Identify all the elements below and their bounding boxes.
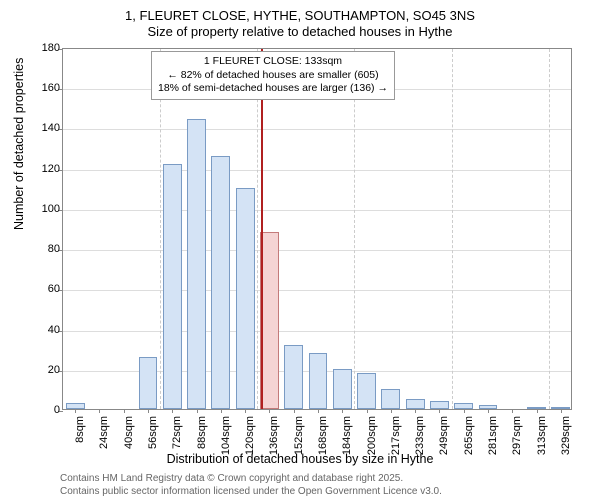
x-tick-mark: [561, 409, 562, 413]
gridline-v: [354, 49, 355, 409]
footer-line-2: Contains public sector information licen…: [60, 486, 442, 499]
chart-title: 1, FLEURET CLOSE, HYTHE, SOUTHAMPTON, SO…: [0, 8, 600, 23]
y-tick-label: 140: [30, 122, 60, 134]
x-tick-mark: [439, 409, 440, 413]
x-tick-label: 24sqm: [98, 416, 110, 466]
annotation-line: 1 FLEURET CLOSE: 133sqm: [158, 55, 388, 69]
x-tick-mark: [148, 409, 149, 413]
x-tick-mark: [367, 409, 368, 413]
x-tick-mark: [124, 409, 125, 413]
bar: [211, 156, 230, 409]
bar: [309, 353, 328, 409]
annotation-line: 18% of semi-detached houses are larger (…: [158, 82, 388, 96]
bar: [187, 119, 206, 409]
y-tick-label: 160: [30, 82, 60, 94]
bar: [430, 401, 449, 409]
x-tick-label: 329sqm: [560, 416, 572, 466]
y-tick-label: 80: [30, 243, 60, 255]
x-tick-mark: [197, 409, 198, 413]
gridline-h: [63, 250, 571, 251]
x-tick-mark: [512, 409, 513, 413]
y-tick-label: 100: [30, 203, 60, 215]
x-tick-label: 249sqm: [438, 416, 450, 466]
x-tick-mark: [172, 409, 173, 413]
bar: [406, 399, 425, 409]
x-tick-mark: [245, 409, 246, 413]
gridline-v: [549, 49, 550, 409]
x-tick-mark: [294, 409, 295, 413]
bar: [284, 345, 303, 409]
gridline-h: [63, 129, 571, 130]
x-tick-mark: [221, 409, 222, 413]
x-tick-label: 233sqm: [414, 416, 426, 466]
y-tick-label: 0: [30, 404, 60, 416]
gridline-h: [63, 290, 571, 291]
x-tick-label: 72sqm: [171, 416, 183, 466]
y-tick-label: 60: [30, 283, 60, 295]
bar: [163, 164, 182, 409]
x-tick-label: 200sqm: [366, 416, 378, 466]
gridline-h: [63, 170, 571, 171]
annotation-box: 1 FLEURET CLOSE: 133sqm← 82% of detached…: [151, 51, 395, 100]
y-tick-label: 180: [30, 42, 60, 54]
x-tick-mark: [318, 409, 319, 413]
bar: [236, 188, 255, 409]
gridline-v: [452, 49, 453, 409]
x-tick-label: 152sqm: [293, 416, 305, 466]
x-tick-mark: [269, 409, 270, 413]
x-tick-label: 40sqm: [123, 416, 135, 466]
footer-attribution: Contains HM Land Registry data © Crown c…: [60, 473, 442, 498]
x-tick-label: 120sqm: [244, 416, 256, 466]
x-tick-mark: [415, 409, 416, 413]
chart-subtitle: Size of property relative to detached ho…: [0, 24, 600, 39]
x-tick-label: 168sqm: [317, 416, 329, 466]
bar: [381, 389, 400, 409]
x-tick-label: 313sqm: [536, 416, 548, 466]
x-tick-mark: [537, 409, 538, 413]
x-tick-mark: [488, 409, 489, 413]
x-tick-label: 104sqm: [220, 416, 232, 466]
gridline-v: [257, 49, 258, 409]
y-tick-label: 20: [30, 364, 60, 376]
x-tick-mark: [342, 409, 343, 413]
x-tick-label: 184sqm: [341, 416, 353, 466]
plot-area: 1 FLEURET CLOSE: 133sqm← 82% of detached…: [62, 48, 572, 410]
x-tick-label: 56sqm: [147, 416, 159, 466]
x-tick-label: 8sqm: [74, 416, 86, 466]
x-tick-label: 136sqm: [268, 416, 280, 466]
gridline-h: [63, 331, 571, 332]
x-tick-mark: [75, 409, 76, 413]
marker-line: [261, 49, 263, 409]
x-tick-label: 88sqm: [196, 416, 208, 466]
gridline-h: [63, 210, 571, 211]
x-tick-mark: [391, 409, 392, 413]
x-tick-label: 217sqm: [390, 416, 402, 466]
gridline-v: [160, 49, 161, 409]
x-tick-label: 297sqm: [511, 416, 523, 466]
annotation-line: ← 82% of detached houses are smaller (60…: [158, 69, 388, 83]
x-tick-mark: [464, 409, 465, 413]
bar: [333, 369, 352, 409]
x-tick-mark: [99, 409, 100, 413]
x-tick-label: 281sqm: [487, 416, 499, 466]
y-axis-label: Number of detached properties: [12, 58, 26, 230]
y-tick-label: 40: [30, 324, 60, 336]
bar: [139, 357, 158, 409]
x-tick-label: 265sqm: [463, 416, 475, 466]
footer-line-1: Contains HM Land Registry data © Crown c…: [60, 473, 442, 486]
bar: [357, 373, 376, 409]
y-tick-label: 120: [30, 163, 60, 175]
